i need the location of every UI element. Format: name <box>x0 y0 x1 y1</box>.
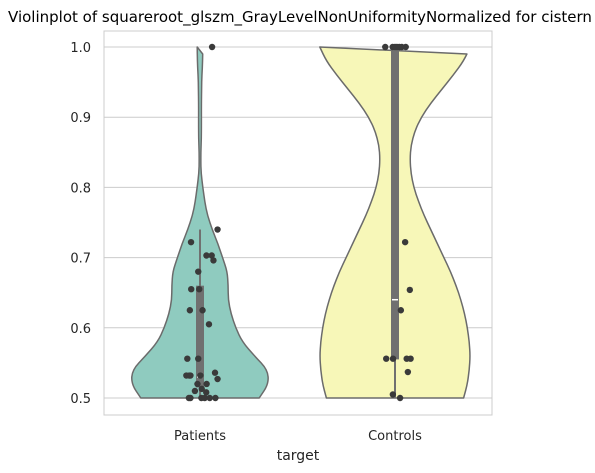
data-point <box>201 394 208 402</box>
x-axis-label: target <box>277 448 320 464</box>
y-tick-label: 0.9 <box>70 111 91 126</box>
data-point <box>186 307 194 314</box>
data-point <box>383 355 390 362</box>
data-point <box>205 321 213 328</box>
data-point <box>389 355 397 362</box>
data-point <box>191 387 199 395</box>
data-point <box>187 394 194 402</box>
data-point <box>203 380 210 388</box>
data-point <box>404 368 412 376</box>
data-point <box>382 43 389 51</box>
data-point <box>406 286 414 294</box>
data-point <box>199 307 206 314</box>
data-point <box>206 394 213 402</box>
data-point <box>210 257 217 264</box>
chart-title: Violinplot of squareroot_glszm_GrayLevel… <box>8 8 592 27</box>
data-point <box>396 394 404 402</box>
data-point <box>407 355 414 362</box>
data-point <box>187 238 195 246</box>
x-axis-ticks: Patients Controls <box>174 429 422 444</box>
data-point <box>186 372 193 379</box>
data-point <box>196 285 203 293</box>
y-axis-ticks: 0.5 0.6 0.7 0.8 0.9 1.0 <box>70 41 91 407</box>
violin-controls <box>319 43 471 402</box>
data-point <box>401 238 409 246</box>
data-point <box>214 375 221 383</box>
data-point <box>203 252 210 259</box>
x-tick-label-controls: Controls <box>368 429 422 444</box>
violin-patients <box>131 43 269 402</box>
data-point <box>198 385 205 393</box>
data-point <box>195 268 202 275</box>
y-tick-label: 0.7 <box>70 252 91 267</box>
data-point <box>208 43 216 51</box>
violins <box>131 43 471 402</box>
data-point <box>397 307 405 314</box>
data-point <box>203 389 210 396</box>
y-tick-label: 1.0 <box>70 41 91 56</box>
data-point <box>211 369 219 376</box>
violin-iqr-box <box>196 285 204 388</box>
data-point <box>197 372 204 379</box>
y-tick-label: 0.8 <box>70 181 91 196</box>
data-point <box>195 355 202 362</box>
data-point <box>194 380 201 388</box>
data-point <box>389 391 397 398</box>
data-point <box>184 355 191 362</box>
plot-frame <box>103 30 493 416</box>
y-tick-label: 0.5 <box>70 392 91 407</box>
data-point <box>402 43 409 51</box>
data-point <box>214 226 221 233</box>
data-point <box>188 285 195 293</box>
violin-body <box>131 46 269 399</box>
violin-iqr-box <box>391 47 399 360</box>
x-tick-label-patients: Patients <box>174 429 226 444</box>
data-point <box>208 252 215 259</box>
y-tick-label: 0.6 <box>70 322 91 337</box>
data-point <box>212 394 219 402</box>
